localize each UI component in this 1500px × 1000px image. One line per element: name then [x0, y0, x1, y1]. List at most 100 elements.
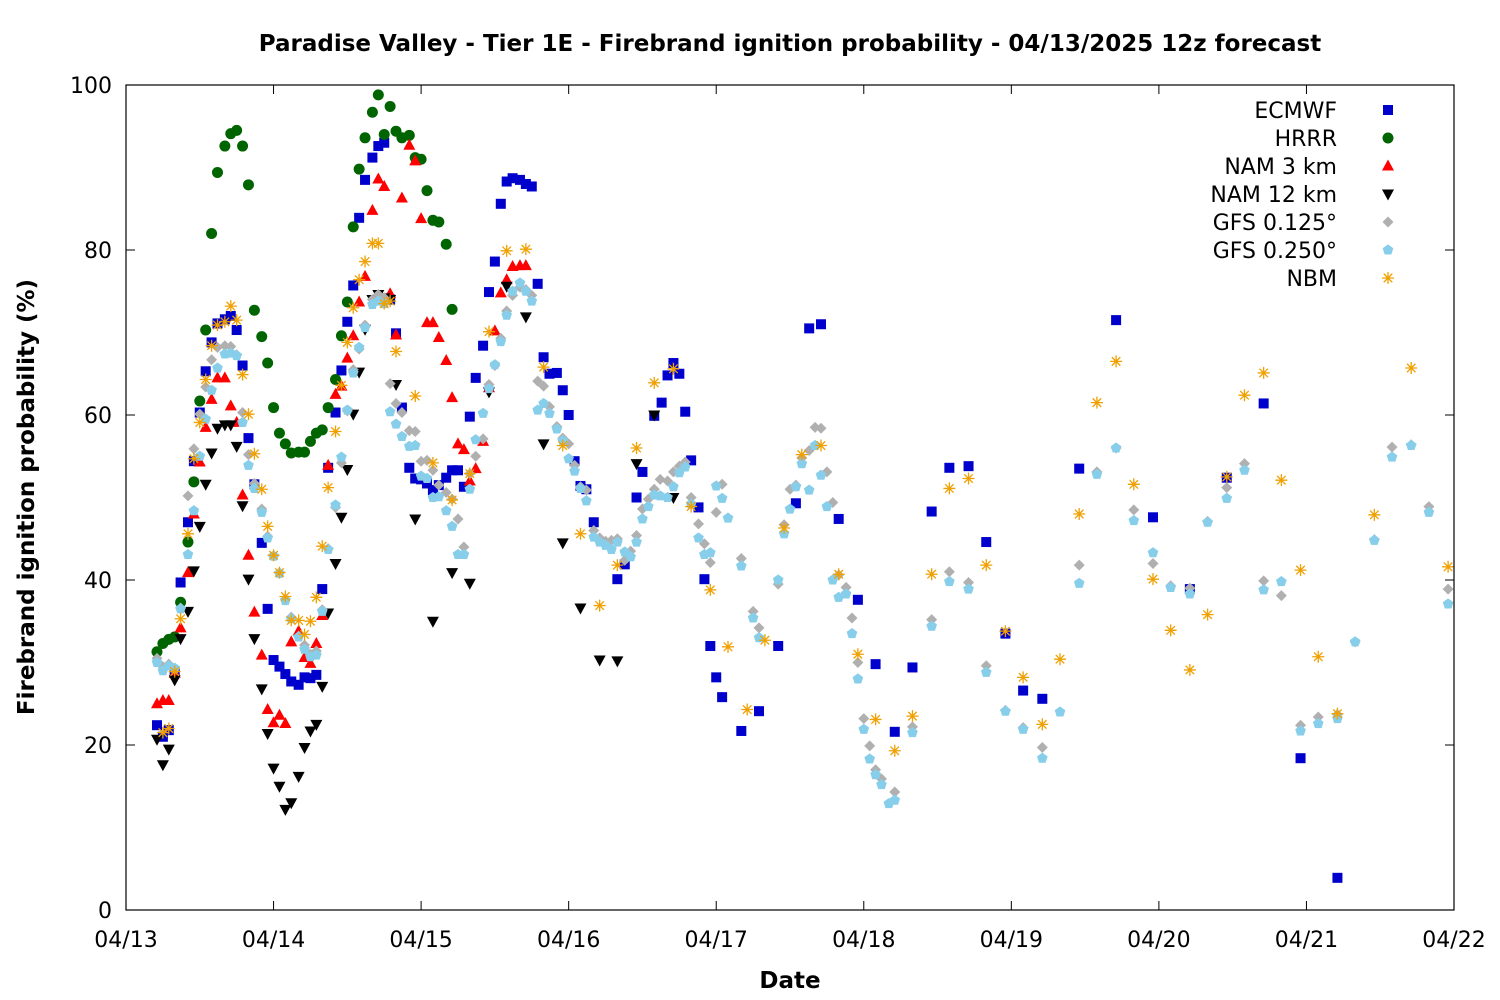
- data-point-nbm: [1127, 478, 1140, 491]
- data-point-ecmwf: [804, 323, 815, 334]
- data-point-nam-12-km: [298, 742, 311, 754]
- data-point-nbm: [519, 243, 532, 256]
- data-point-nbm: [1146, 573, 1159, 586]
- data-point-gfs-0-250: [870, 769, 881, 780]
- data-point-nam-3-km: [452, 437, 464, 449]
- data-point-gfs-0-125: [427, 464, 439, 476]
- data-point-nam-12-km: [341, 464, 354, 476]
- data-point-nam-3-km: [255, 648, 268, 660]
- data-point-gfs-0-250: [446, 520, 458, 531]
- x-tick-label: 04/21: [1275, 928, 1338, 953]
- data-point-gfs-0-250: [1349, 636, 1361, 647]
- legend-marker-nam-3-km: [1382, 159, 1394, 171]
- data-point-nbm: [335, 379, 348, 392]
- data-point-ecmwf: [1332, 872, 1343, 883]
- y-tick-label: 40: [84, 569, 112, 594]
- data-point-ecmwf: [514, 174, 525, 185]
- data-point-gfs-0-250: [980, 666, 992, 677]
- axis-ticks: 04/13 04/14 04/15 04/16 04/17 04/18 04/19 04/20…: [70, 74, 1486, 953]
- data-point-nbm: [218, 315, 231, 328]
- data-point-gfs-0-250: [643, 500, 654, 512]
- data-point-ecmwf: [852, 594, 863, 605]
- data-point-gfs-0-250: [311, 649, 322, 660]
- data-point-nbm: [1164, 624, 1177, 637]
- data-point-ecmwf: [336, 365, 347, 376]
- data-point-nam-12-km: [409, 514, 422, 526]
- data-point-gfs-0-250: [1312, 717, 1324, 729]
- data-point-ecmwf: [674, 368, 685, 379]
- data-point-gfs-0-250: [1221, 492, 1233, 503]
- data-point-hrrr: [248, 304, 260, 316]
- data-point-nam-12-km: [162, 744, 175, 756]
- data-point-nbm: [279, 590, 292, 603]
- series-gfs-0-250: [151, 277, 1454, 809]
- data-point-nbm: [888, 744, 901, 757]
- data-point-gfs-0-250: [243, 459, 254, 470]
- legend-marker-ecmwf: [1383, 105, 1393, 115]
- data-point-ecmwf: [379, 137, 390, 148]
- data-point-nam-12-km: [279, 804, 292, 816]
- data-point-gfs-0-250: [507, 285, 518, 296]
- data-point-nbm: [390, 345, 403, 358]
- data-point-gfs-0-250: [1276, 576, 1287, 587]
- data-point-nam-12-km: [168, 675, 181, 687]
- data-point-nam-3-km: [181, 566, 194, 578]
- data-points: [150, 89, 1455, 883]
- data-point-ecmwf: [981, 537, 992, 548]
- data-point-nbm: [322, 481, 335, 494]
- data-point-nbm: [378, 297, 391, 310]
- data-point-nbm: [273, 566, 286, 579]
- data-point-gfs-0-250: [1295, 725, 1306, 736]
- data-point-nam-3-km: [432, 330, 445, 342]
- data-point-nam-3-km: [329, 387, 342, 399]
- data-point-nbm: [298, 628, 311, 641]
- data-point-ecmwf: [520, 179, 531, 189]
- legend-marker-nbm: [1382, 272, 1394, 284]
- x-tick-label: 04/19: [980, 928, 1043, 953]
- data-point-nam-12-km: [537, 439, 550, 451]
- data-point-hrrr: [194, 395, 206, 407]
- data-point-hrrr: [200, 324, 212, 336]
- y-tick-label: 80: [84, 239, 112, 264]
- data-point-nbm: [1017, 671, 1030, 684]
- data-point-ecmwf: [1258, 398, 1269, 409]
- y-tick-label: 60: [84, 404, 112, 429]
- data-point-nbm: [1201, 608, 1214, 621]
- data-point-nam-12-km: [255, 684, 268, 696]
- data-point-nam-3-km: [292, 624, 305, 636]
- data-point-nbm: [795, 448, 808, 461]
- data-point-nbm: [255, 483, 268, 496]
- data-point-gfs-0-250: [433, 491, 445, 502]
- data-point-ecmwf: [736, 725, 747, 736]
- data-point-nbm: [199, 373, 212, 386]
- data-point-nbm: [1073, 508, 1086, 520]
- data-point-nbm: [556, 439, 569, 452]
- data-point-nam-12-km: [174, 634, 187, 646]
- data-point-nbm: [722, 640, 735, 653]
- data-point-ecmwf: [495, 198, 506, 209]
- data-point-nam-3-km: [488, 324, 501, 336]
- data-point-nam-12-km: [248, 634, 261, 646]
- data-point-gfs-0-250: [631, 536, 642, 547]
- data-point-nam-3-km: [304, 656, 317, 668]
- data-point-ecmwf: [360, 174, 371, 185]
- data-point-gfs-0-250: [520, 285, 532, 296]
- data-point-gfs-0-250: [1110, 442, 1122, 453]
- data-point-nbm: [1275, 474, 1288, 487]
- data-point-gfs-0-125: [846, 612, 858, 624]
- data-point-ecmwf: [662, 370, 673, 381]
- data-point-nam-12-km: [150, 734, 163, 746]
- data-point-ecmwf: [458, 481, 469, 492]
- data-point-nam-3-km: [261, 703, 274, 715]
- data-point-nbm: [353, 273, 366, 286]
- data-point-nbm: [685, 500, 698, 513]
- data-point-nam-3-km: [162, 693, 175, 705]
- data-point-nbm: [611, 559, 624, 572]
- data-point-ecmwf: [773, 641, 784, 651]
- data-point-gfs-0-125: [1036, 741, 1048, 753]
- data-point-gfs-0-250: [833, 591, 845, 602]
- data-point-ecmwf: [889, 726, 900, 737]
- data-point-gfs-0-250: [944, 576, 955, 587]
- data-point-nbm: [248, 447, 261, 460]
